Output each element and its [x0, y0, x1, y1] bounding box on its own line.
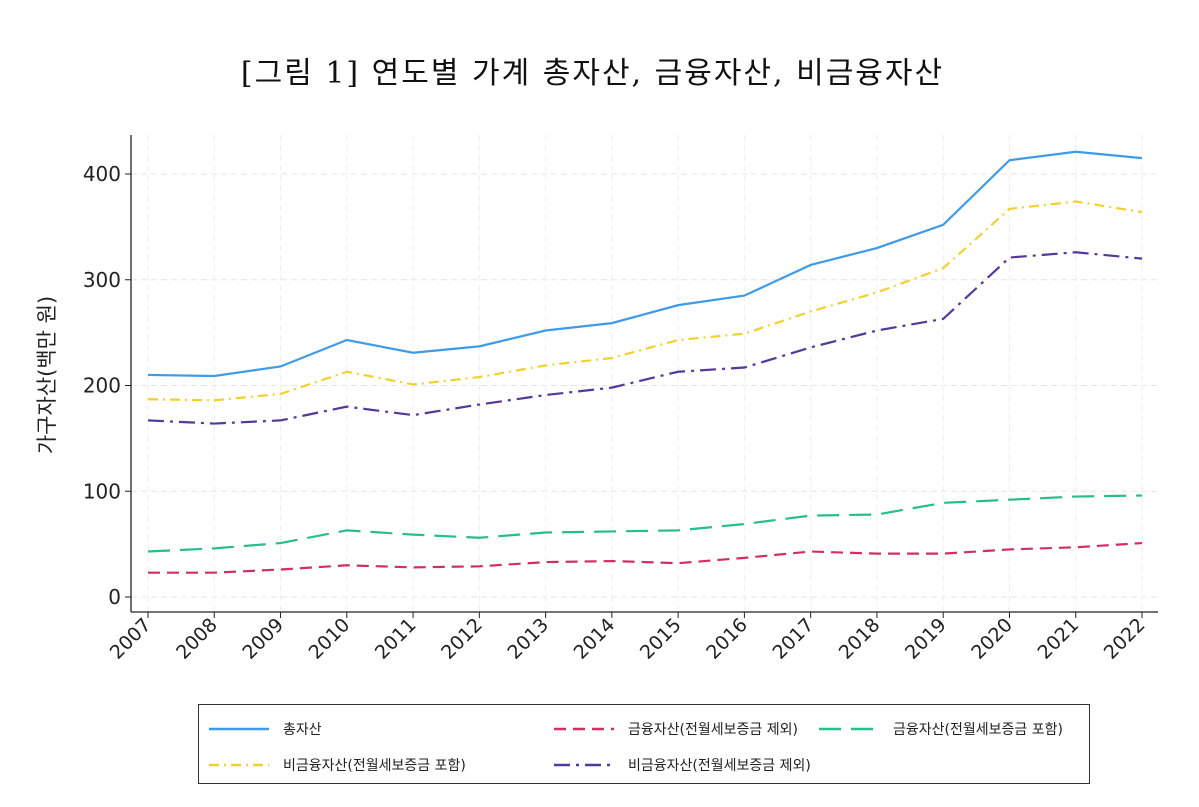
y-tick-label: 200: [83, 374, 121, 398]
x-tick-label: 2013: [503, 614, 553, 664]
legend: 총자산 금융자산(전월세보증금 제외) 금융자산(전월세보증금 포함) 비금융자산(전…: [198, 704, 1090, 784]
x-tick-label: 2007: [106, 614, 156, 664]
legend-item: 비금융자산(전월세보증금 포함): [209, 755, 466, 775]
x-tick-label: 2017: [768, 614, 818, 664]
legend-swatch: [554, 727, 614, 731]
x-tick-label: 2011: [371, 614, 421, 664]
y-tick-label: 0: [108, 585, 121, 609]
legend-label: 금융자산(전월세보증금 포함): [893, 722, 1063, 738]
legend-swatch: [209, 763, 269, 767]
series-line-4: [147, 251, 1143, 425]
legend-label: 비금융자산(전월세보증금 제외): [628, 758, 811, 774]
legend-item: 금융자산(전월세보증금 포함): [819, 719, 1063, 739]
x-tick-label: 2021: [1034, 614, 1084, 664]
x-tick-label: 2016: [702, 614, 752, 664]
legend-label: 총자산: [283, 722, 322, 738]
chart-title: [그림 1] 연도별 가계 총자산, 금융자산, 비금융자산: [240, 56, 945, 91]
x-tick-label: 2022: [1100, 614, 1150, 664]
series-line-1: [148, 541, 1143, 574]
legend-label: 비금융자산(전월세보증금 포함): [283, 758, 466, 774]
plot-area: 0 100 200 300 400 2007 2008 2009 2010 2011 2012 201…: [35, 135, 1158, 664]
x-tick-label: 2015: [636, 614, 686, 664]
legend-item: 금융자산(전월세보증금 제외): [554, 719, 798, 739]
legend-swatch: [819, 727, 879, 731]
legend-label: 금융자산(전월세보증금 제외): [628, 722, 798, 738]
x-tick-label: 2014: [570, 614, 620, 664]
series-line-0: [147, 150, 1143, 378]
x-tick-label: 2012: [437, 614, 487, 664]
series-line-3: [147, 200, 1143, 402]
x-tick-label: 2009: [238, 614, 288, 664]
y-tick-label: 100: [83, 479, 121, 503]
legend-swatch: [209, 727, 269, 731]
y-tick-label: 400: [83, 162, 121, 186]
x-tick-label: 2010: [305, 614, 355, 664]
x-tick-label: 2020: [967, 614, 1017, 664]
x-tick-label: 2019: [901, 614, 951, 664]
y-axis-label: 가구자산(백만 원): [35, 296, 59, 454]
legend-swatch: [554, 763, 614, 767]
x-tick-label: 2018: [835, 614, 885, 664]
legend-item: 비금융자산(전월세보증금 제외): [554, 755, 811, 775]
x-tick-label: 2008: [172, 614, 222, 664]
series-line-2: [147, 494, 1143, 553]
y-tick-label: 300: [83, 268, 121, 292]
legend-item: 총자산: [209, 719, 322, 739]
